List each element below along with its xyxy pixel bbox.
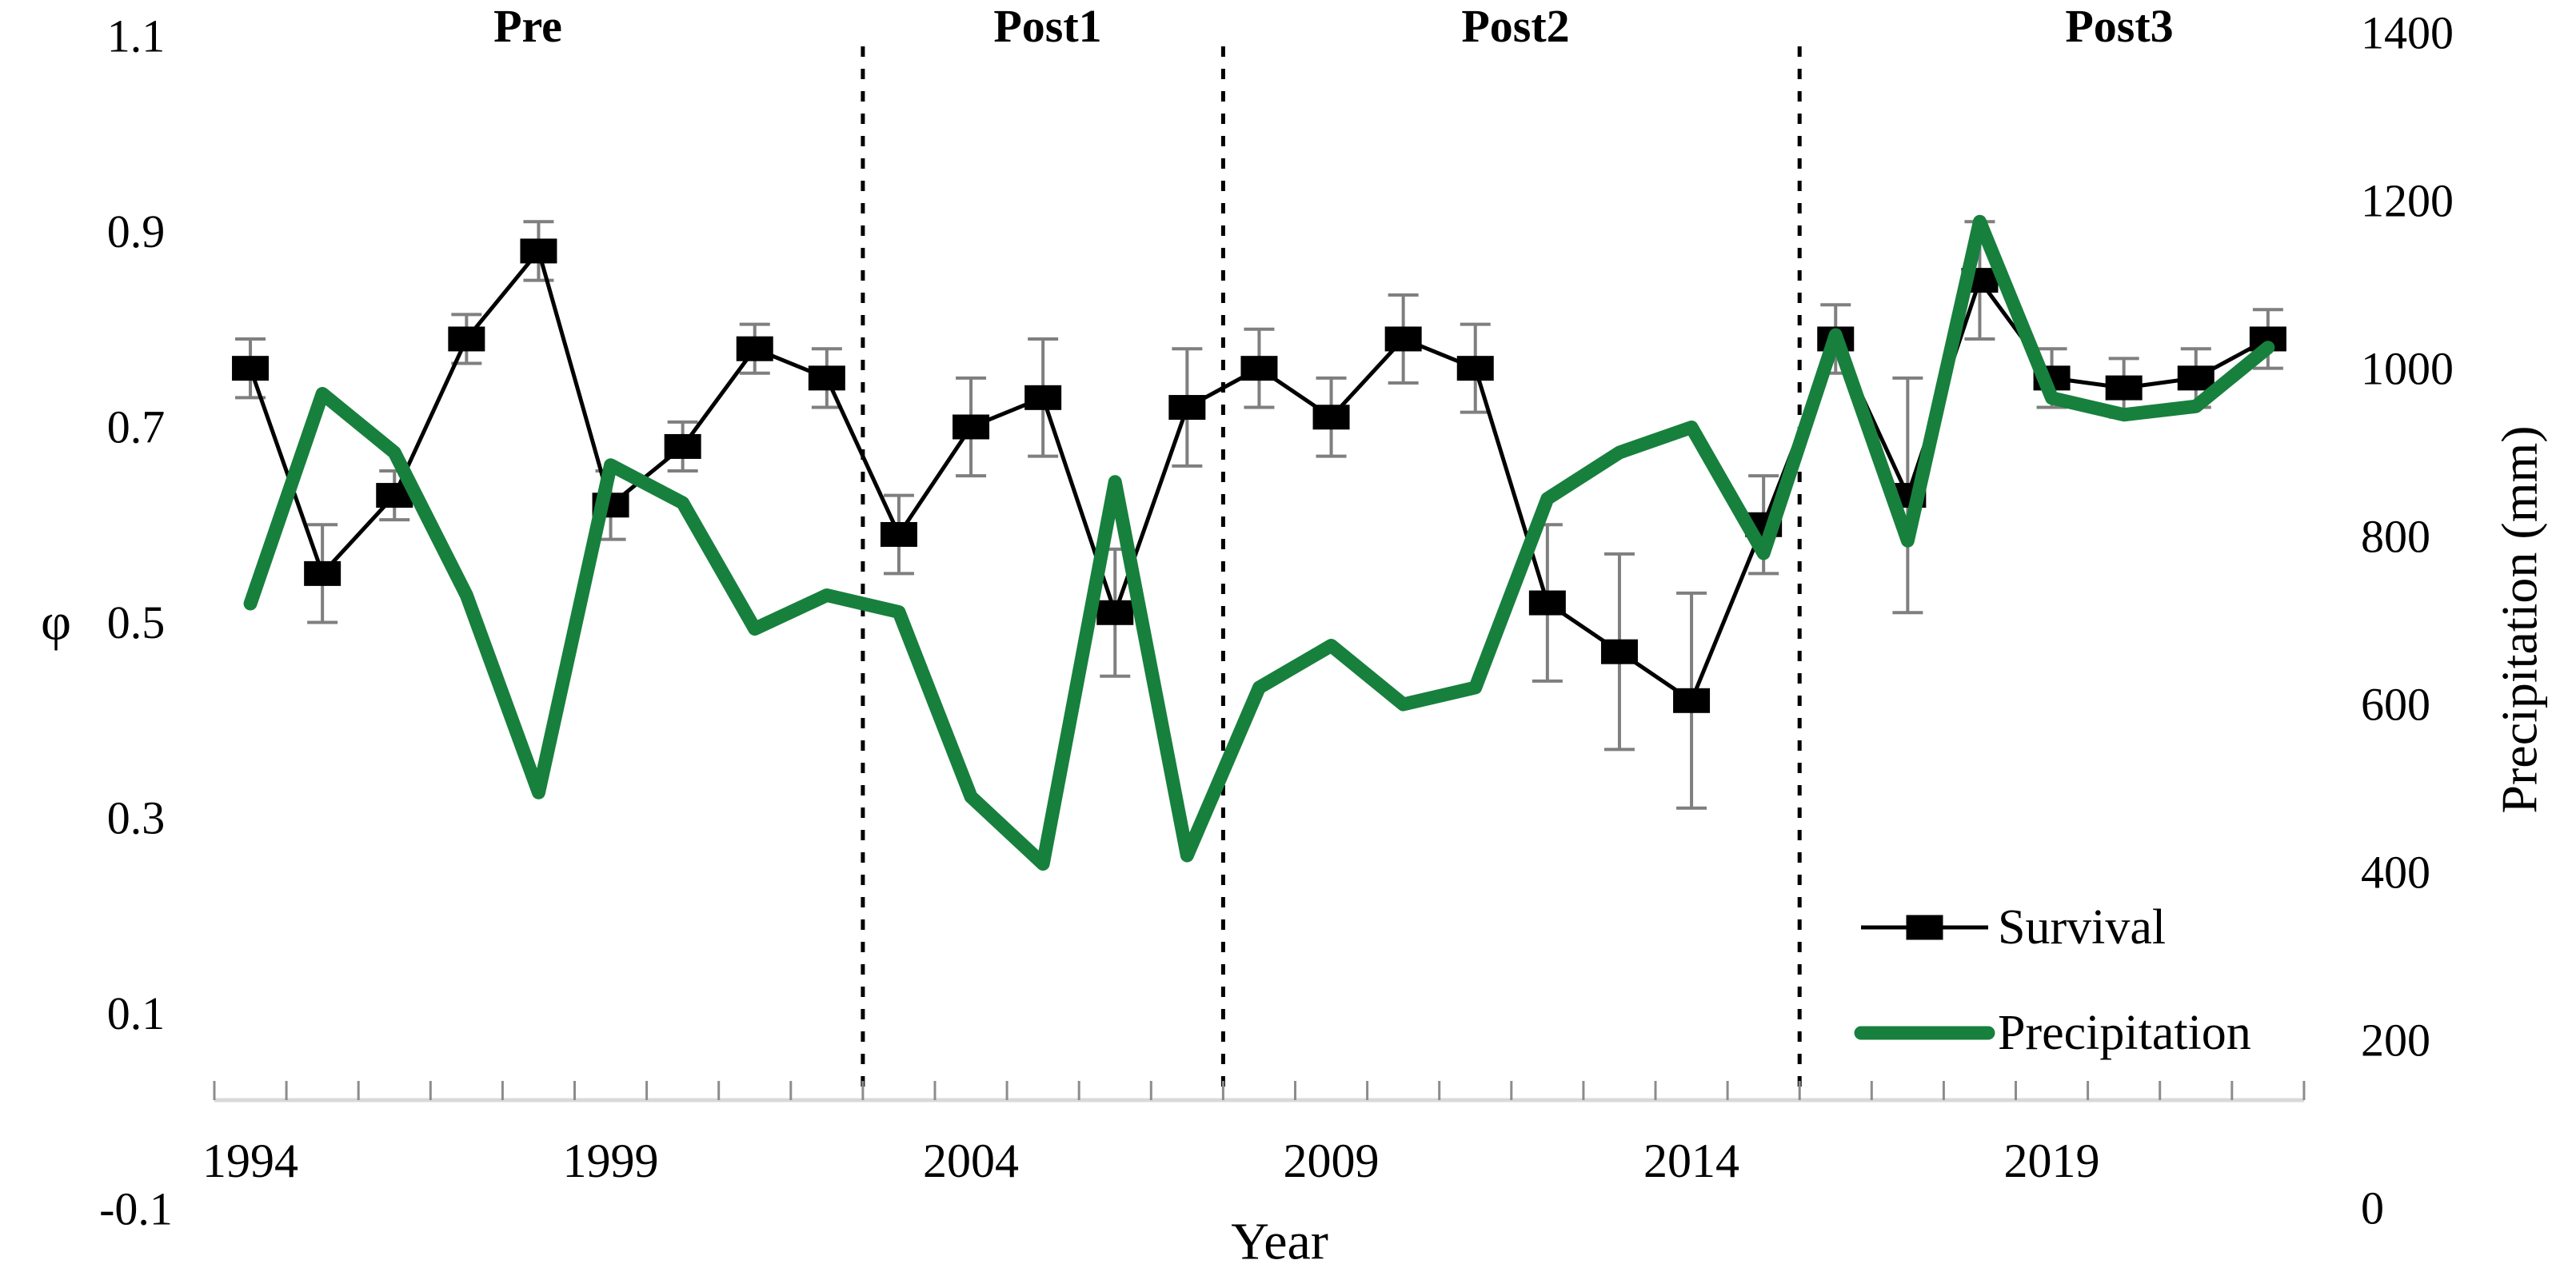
left-axis-tick-label: 0.7 [107, 401, 166, 453]
survival-marker-2001 [736, 336, 773, 361]
left-axis-tick-label: 0.1 [107, 987, 166, 1039]
survival-marker-2000 [664, 433, 701, 459]
survival-marker-2006 [1096, 600, 1134, 625]
period-label-post2: Post2 [1461, 0, 1569, 52]
legend-precipitation-label: Precipitation [1998, 1006, 2251, 1060]
survival-marker-2005 [1024, 385, 1062, 410]
right-axis-title: Precipitation (mm) [2491, 425, 2548, 813]
survival-marker-1994 [232, 356, 270, 381]
right-axis-tick-label: 800 [2361, 511, 2430, 563]
x-axis-year-label: 2004 [923, 1134, 1019, 1187]
legend: Survival Precipitation [1854, 900, 2251, 1060]
left-axis-tick-label: 1.1 [107, 10, 166, 62]
survival-marker-2007 [1168, 395, 1206, 421]
right-axis-tick-label: 1400 [2361, 7, 2454, 59]
survival-marker-2014 [1673, 688, 1711, 713]
survival-marker-1997 [448, 326, 485, 352]
right-axis-tick-label: 400 [2361, 847, 2430, 899]
survival-marker-2002 [808, 365, 845, 391]
survival-line [248, 246, 2270, 704]
survival-marker-2021 [2177, 365, 2215, 391]
legend-survival-label: Survival [1998, 900, 2166, 955]
survival-marker-2008 [1240, 356, 1278, 381]
precipitation-line [243, 214, 2275, 871]
survival-marker-2020 [2105, 375, 2143, 401]
left-axis-tick-label: 0.3 [107, 792, 166, 844]
left-axis-title: φ [41, 593, 71, 652]
x-axis-year-label: 2019 [2004, 1134, 2100, 1187]
survival-marker-1995 [304, 560, 341, 586]
left-axis-tick-label: 0.5 [107, 596, 166, 648]
survival-marker-2009 [1312, 405, 1350, 430]
right-axis-tick-label: 200 [2361, 1015, 2430, 1067]
x-axis-year-label: 2014 [1643, 1134, 1739, 1187]
right-axis-tick-label: 0 [2361, 1182, 2384, 1234]
survival-marker-2003 [880, 521, 917, 547]
survival-marker-2011 [1456, 356, 1494, 381]
x-axis-year-label: 1994 [202, 1134, 298, 1187]
x-axis-title: Year [1231, 1213, 1328, 1271]
left-axis-tick-label: -0.1 [99, 1183, 173, 1235]
right-axis-tick-label: 1200 [2361, 175, 2454, 227]
survival-marker-2010 [1384, 326, 1422, 352]
survival-marker-2004 [953, 414, 990, 440]
survival-marker-2012 [1528, 590, 1566, 616]
period-label-pre: Pre [493, 0, 562, 52]
x-axis-year-label: 2009 [1284, 1134, 1380, 1187]
survival-marker-1998 [520, 238, 557, 264]
right-axis-tick-label: 1000 [2361, 343, 2454, 395]
period-label-post1: Post1 [993, 0, 1101, 52]
survival-marker-2013 [1600, 639, 1638, 664]
period-label-post3: Post3 [2065, 0, 2173, 52]
left-axis-tick-label: 0.9 [107, 205, 166, 257]
x-axis-year-label: 1999 [563, 1134, 659, 1187]
right-axis-tick-label: 600 [2361, 679, 2430, 731]
legend-survival-marker [1906, 915, 1943, 940]
